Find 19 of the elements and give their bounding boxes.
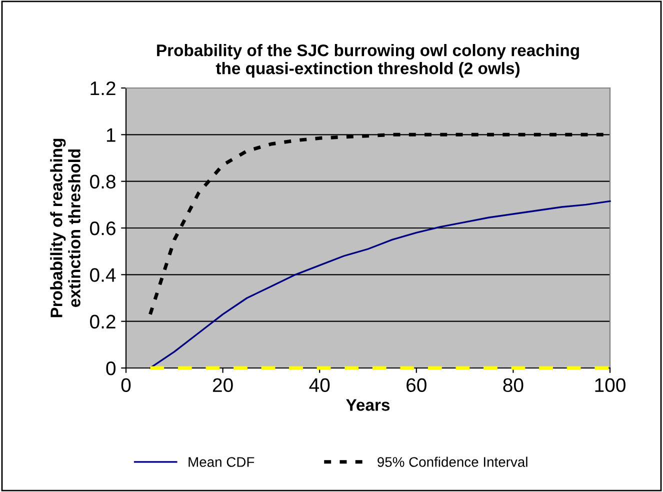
y-tick-label: 0 (106, 361, 116, 376)
x-tick-label: 100 (595, 378, 626, 392)
chart-title: Probability of the SJC burrowing owl colony reaching the quasi-extinction threshold (2 owls) (157, 44, 579, 78)
line-series (149, 200, 611, 369)
y-tick-label: 0.6 (90, 221, 116, 236)
y-tick-label: 1.2 (90, 81, 116, 96)
y-tick-label: 0.8 (90, 174, 116, 189)
y-tick-label: 0.2 (90, 314, 116, 329)
x-tick-label: 0 (121, 378, 131, 392)
x-axis-title: Years (346, 399, 390, 411)
x-tick-label: 20 (212, 378, 233, 392)
legend-label: Mean CDF (188, 457, 254, 467)
x-tick-label: 60 (406, 378, 426, 392)
y-tick-label: 0.4 (90, 268, 116, 282)
x-tick-label: 40 (309, 378, 330, 392)
legend-label: 95% Confidence Interval (378, 456, 528, 467)
y-axis-title: Probability of reaching extinction threshold (50, 138, 80, 318)
y-tick-label: 1 (106, 128, 116, 142)
x-tick-label: 80 (503, 378, 524, 392)
